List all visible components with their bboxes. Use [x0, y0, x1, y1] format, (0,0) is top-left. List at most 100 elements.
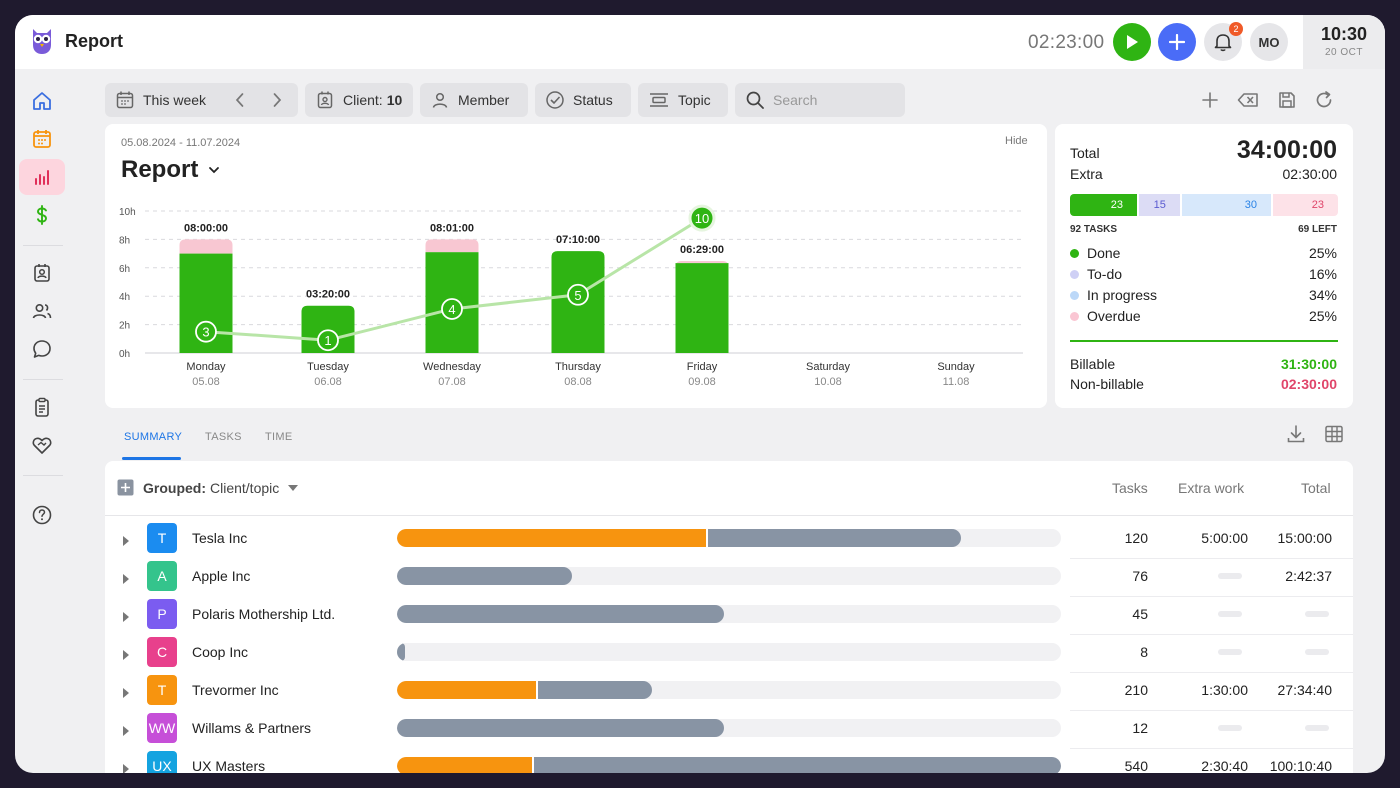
topic-filter-label: Topic: [678, 92, 711, 108]
legend-label: Overdue: [1087, 308, 1141, 324]
client-filter-label: Client:: [343, 92, 383, 108]
client-filter-count: 10: [386, 92, 403, 108]
totals-card: Total 34:00:00 Extra 02:30:00 23 15 30 23 9…: [1055, 124, 1353, 408]
sidebar-item-help[interactable]: [19, 497, 65, 533]
sidebar-divider: [23, 475, 63, 476]
sidebar-item-tasks[interactable]: [19, 389, 65, 425]
bar-extra-segment: [179, 239, 233, 254]
play-icon: [1127, 35, 1138, 49]
sidebar-item-reports[interactable]: [19, 159, 65, 195]
table-row[interactable]: T Tesla Inc 120 5:00:00 15:00:00: [105, 520, 1353, 558]
check-circle-icon: [545, 90, 565, 110]
extra-row: Extra 02:30:00: [1070, 166, 1337, 182]
y-tick-label: 2h: [119, 321, 130, 332]
status-filter[interactable]: Status: [535, 83, 631, 117]
table-view-icon[interactable]: [1323, 423, 1345, 445]
trend-point-label: 10: [695, 211, 709, 226]
expand-row-icon[interactable]: [122, 647, 130, 665]
x-category-label: Monday: [186, 361, 226, 373]
expand-row-icon[interactable]: [122, 571, 130, 589]
sidebar-item-clients[interactable]: [19, 255, 65, 291]
search-input[interactable]: Search: [735, 83, 905, 117]
tasks-count: 540: [1124, 758, 1148, 773]
add-button[interactable]: [1158, 23, 1196, 61]
column-header-tasks[interactable]: Tasks: [1112, 480, 1148, 496]
legend-percent: 25%: [1308, 308, 1337, 324]
download-icon[interactable]: [1285, 423, 1307, 445]
dollar-icon: [37, 205, 47, 225]
tab-summary[interactable]: SUMMARY: [124, 431, 183, 443]
x-date-label: 11.08: [943, 376, 970, 388]
progress-fill: [531, 757, 1061, 773]
progress-fill: [397, 719, 724, 737]
group-label: Grouped:: [143, 479, 206, 496]
active-tab-indicator: [122, 457, 181, 460]
refresh-icon[interactable]: [1313, 89, 1335, 111]
trend-point: [567, 283, 589, 306]
sidebar-item-health[interactable]: [19, 427, 65, 463]
expand-row-icon[interactable]: [122, 761, 130, 773]
sidebar-item-team[interactable]: [19, 293, 65, 329]
x-date-label: 10.08: [814, 376, 842, 388]
hide-chart-link[interactable]: Hide: [1005, 135, 1028, 147]
next-week-icon[interactable]: [272, 92, 282, 111]
table-row[interactable]: UX UX Masters 540 2:30:40 100:10:40: [105, 748, 1353, 773]
x-category-label: Saturday: [806, 361, 851, 373]
expand-row-icon[interactable]: [122, 609, 130, 627]
tasks-count: 92 TASKS: [1070, 224, 1118, 235]
billable-row: Billable 31:30:00: [1070, 356, 1337, 372]
client-filter[interactable]: Client: 10: [305, 83, 413, 117]
status-dot-icon: [1070, 249, 1079, 258]
contact-card-icon: [34, 264, 50, 282]
member-filter[interactable]: Member: [420, 83, 528, 117]
x-date-label: 08.08: [564, 376, 592, 388]
nonbillable-row: Non-billable 02:30:00: [1070, 376, 1337, 392]
header-divider: [105, 515, 1353, 516]
tab-tasks[interactable]: TASKS: [205, 431, 242, 443]
table-row[interactable]: P Polaris Mothership Ltd. 45: [105, 596, 1353, 634]
add-filter-icon[interactable]: [1199, 89, 1221, 111]
total-label: Total: [1070, 145, 1100, 161]
progress-track: [397, 605, 1061, 623]
app-title: Report: [65, 31, 123, 51]
progress-fill: [535, 681, 652, 699]
clear-filter-icon[interactable]: [1237, 89, 1259, 111]
table-row[interactable]: C Coop Inc 8: [105, 634, 1353, 672]
tab-time[interactable]: TIME: [265, 431, 293, 443]
sidebar-divider: [23, 245, 63, 246]
prev-week-icon[interactable]: [235, 92, 245, 111]
report-title-dropdown[interactable]: Report: [121, 156, 220, 184]
group-by-selector[interactable]: Grouped: Client/topic: [117, 479, 299, 496]
expand-row-icon[interactable]: [122, 723, 130, 741]
search-icon: [745, 90, 765, 110]
topic-filter[interactable]: Topic: [638, 83, 728, 117]
legend-label: In progress: [1087, 287, 1158, 303]
user-avatar[interactable]: MO: [1250, 23, 1288, 61]
save-icon[interactable]: [1276, 89, 1298, 111]
total-value: 15:00:00: [1277, 530, 1333, 546]
total-value: 27:34:40: [1277, 682, 1333, 698]
table-row[interactable]: A Apple Inc 76 2:42:37: [105, 558, 1353, 596]
report-title: Report: [121, 156, 199, 183]
table-row[interactable]: T Trevormer Inc 210 1:30:00 27:34:40: [105, 672, 1353, 710]
expand-row-icon[interactable]: [122, 685, 130, 703]
client-name: Apple Inc: [192, 568, 251, 584]
sidebar-item-calendar[interactable]: [19, 121, 65, 157]
column-header-total[interactable]: Total: [1301, 480, 1331, 496]
users-icon: [32, 304, 52, 319]
empty-value-placeholder: [1218, 573, 1242, 579]
calendar-icon: [115, 90, 135, 110]
sidebar-item-billing[interactable]: [19, 197, 65, 233]
expand-row-icon[interactable]: [122, 533, 130, 551]
hours-bar-chart: 0h 2h 4h 6h 8h 10h 08:00:00 Monday 05.08 03:20:00…: [119, 204, 1023, 388]
sidebar-item-home[interactable]: [19, 83, 65, 119]
column-header-extra-work[interactable]: Extra work: [1178, 480, 1245, 496]
sidebar-item-chat[interactable]: [19, 331, 65, 367]
table-row[interactable]: WW Willams & Partners 12: [105, 710, 1353, 748]
tasks-count: 76: [1132, 568, 1148, 584]
bar: [675, 263, 729, 353]
bar-value-label: 03:20:00: [306, 289, 350, 301]
status-dot-icon: [1070, 312, 1079, 321]
period-filter[interactable]: This week: [105, 83, 298, 117]
play-button[interactable]: [1113, 23, 1151, 61]
